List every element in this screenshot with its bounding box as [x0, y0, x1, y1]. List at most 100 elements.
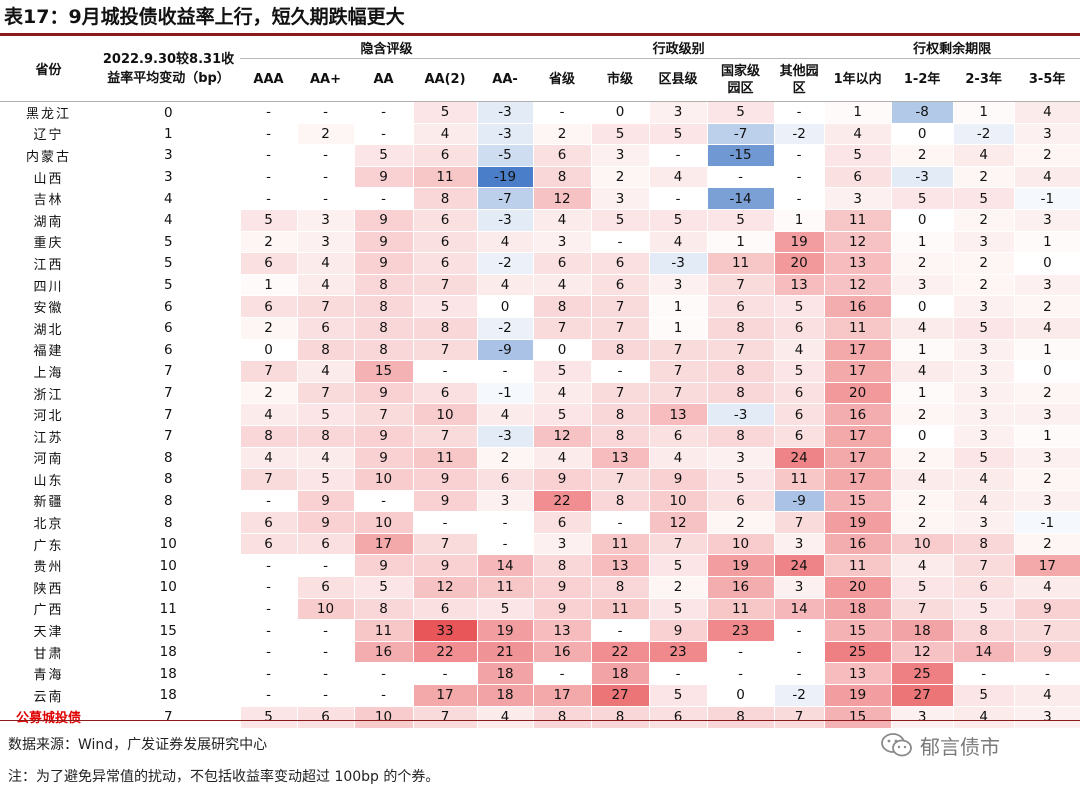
- heat-cell: -: [239, 597, 297, 620]
- heat-cell: 19: [476, 619, 534, 642]
- heat-cell: 11: [823, 208, 892, 232]
- heat-cell: 16: [823, 403, 892, 426]
- heat-cell: 0: [239, 338, 297, 361]
- heat-cell: 2: [476, 446, 534, 469]
- heat-cell: 1: [1013, 338, 1080, 361]
- heat-cell: 2: [952, 208, 1015, 232]
- avg-change-value: 15: [159, 622, 177, 639]
- heat-cell: 3: [773, 532, 825, 555]
- heat-cell: 4: [532, 381, 592, 404]
- heat-cell: -: [353, 101, 413, 124]
- column-header: AA: [373, 72, 394, 87]
- province-label: 云南: [33, 689, 64, 705]
- table-row: 河南 8 4 4 9 11 2 4 13 4 3 24 17 2 5 3: [0, 446, 1080, 469]
- heat-cell: 2: [1013, 532, 1080, 555]
- heat-cell: 9: [353, 554, 413, 577]
- table-row: 广西 11-10 8 6 5 9 11 5 11 14 18 7 5 9: [0, 597, 1080, 620]
- heat-cell: 5: [296, 403, 354, 426]
- avg-change-value: 8: [163, 492, 173, 509]
- table-row: 山西 3- -9 11 -19 8 2 4- -6 -3 2 4: [0, 165, 1080, 188]
- heat-cell: 12: [890, 640, 954, 663]
- heat-cell: 3: [952, 424, 1015, 447]
- heat-cell: 19: [823, 684, 892, 707]
- heat-cell: 7: [590, 295, 650, 318]
- heat-cell: 7: [296, 381, 354, 404]
- heat-cell: 8: [590, 489, 650, 512]
- heat-cell: 11: [412, 165, 477, 188]
- avg-change-value: 18: [159, 665, 177, 682]
- heat-cell: 0: [890, 295, 954, 318]
- avg-change-value: 4: [163, 212, 173, 229]
- heat-cell: 33: [412, 619, 477, 642]
- column-header: AAA: [253, 72, 284, 87]
- heat-cell: 6: [773, 403, 825, 426]
- heat-cell: 25: [823, 640, 892, 663]
- heat-cell: 1: [648, 316, 708, 340]
- heat-cell: 13: [773, 273, 825, 296]
- heat-cell: 18: [476, 662, 534, 685]
- heat-cell: -3: [890, 165, 954, 188]
- table-row: 上海 7 7 4 15- -5-7 8 5 17 4 3 0: [0, 360, 1080, 383]
- heat-cell: -: [706, 640, 775, 663]
- heat-cell: -: [296, 144, 354, 167]
- heat-cell: 5: [706, 208, 775, 232]
- avg-change-value: 3: [163, 147, 173, 164]
- heat-cell: 5: [773, 295, 825, 318]
- table-row: 吉林 4- - -8 -7 12 3- -14-3 5 5 -1: [0, 187, 1080, 210]
- avg-change-value: 5: [163, 255, 173, 272]
- heat-cell: 12: [412, 576, 477, 599]
- heat-cell: 6: [590, 273, 650, 296]
- table-row: 福建 6 0 8 8 7 -9 0 8 7 7 4 17 1 3 1: [0, 338, 1080, 361]
- heat-cell: 8: [706, 424, 775, 447]
- heat-cell: 3: [648, 101, 708, 124]
- heat-cell: 8: [353, 295, 413, 318]
- group-header-rating: 隐含评级: [240, 36, 534, 59]
- heat-cell: 1: [890, 381, 954, 404]
- heat-cell: -8: [890, 101, 954, 124]
- table-row: 公募城投债 7 5 6 10 7 4 8 8 6 8 7 15 3 4 3: [0, 705, 1080, 728]
- avg-change-header-text: 2022.9.30较8.31收益率平均变动（bp）: [102, 51, 235, 86]
- heat-cell: -: [648, 144, 708, 167]
- heat-cell: 5: [353, 576, 413, 599]
- heat-cell: 6: [296, 576, 354, 599]
- table-row: 云南 18- - -17 18 17 27 5 0 -2 19 27 5 4: [0, 684, 1080, 707]
- heat-cell: 9: [412, 468, 477, 491]
- heat-cell: 3: [952, 511, 1015, 534]
- heat-cell: 7: [239, 468, 297, 491]
- heat-cell: 5: [239, 705, 297, 728]
- table-row: 新疆 8-9-9 3 22 8 10 6 -9 15 2 4 3: [0, 489, 1080, 512]
- heat-cell: 6: [476, 468, 534, 491]
- heat-cell: 1: [773, 208, 825, 232]
- heat-cell: 20: [823, 576, 892, 599]
- avg-change-value: 6: [163, 298, 173, 315]
- heat-cell: 6: [648, 424, 708, 447]
- avg-change-value: 8: [163, 449, 173, 466]
- heat-cell: 8: [296, 338, 354, 361]
- heat-cell: 4: [773, 338, 825, 361]
- heat-cell: 5: [412, 295, 477, 318]
- heat-cell: 6: [412, 252, 477, 275]
- heat-cell: 1: [1013, 424, 1080, 447]
- heat-cell: 4: [1013, 576, 1080, 599]
- column-header: 2-3年: [965, 72, 1002, 87]
- heat-cell: 4: [532, 273, 592, 296]
- heat-cell: 17: [823, 360, 892, 383]
- heat-cell: 1: [706, 230, 775, 253]
- table-row: 贵州 10- -9 9 14 8 13 5 19 24 11 4 7 17: [0, 554, 1080, 577]
- heat-cell: 14: [952, 640, 1015, 663]
- heat-cell: -: [590, 511, 650, 534]
- heat-cell: 12: [532, 187, 592, 210]
- table-row: 辽宁 1-2-4 -3 2 5 5 -7 -2 4 0 -2 3: [0, 122, 1080, 145]
- heat-cell: -: [476, 360, 534, 383]
- heat-cell: 2: [239, 230, 297, 253]
- heat-cell: -: [773, 662, 825, 685]
- heat-cell: 7: [412, 705, 477, 728]
- heat-cell: 9: [532, 468, 592, 491]
- heat-cell: 11: [823, 316, 892, 340]
- group-header-tenor: 行权剩余期限: [824, 36, 1080, 59]
- heat-cell: 4: [648, 165, 708, 188]
- heat-cell: 17: [353, 532, 413, 555]
- heat-cell: 2: [952, 165, 1015, 188]
- heat-cell: 2: [239, 316, 297, 340]
- heat-cell: 4: [296, 446, 354, 469]
